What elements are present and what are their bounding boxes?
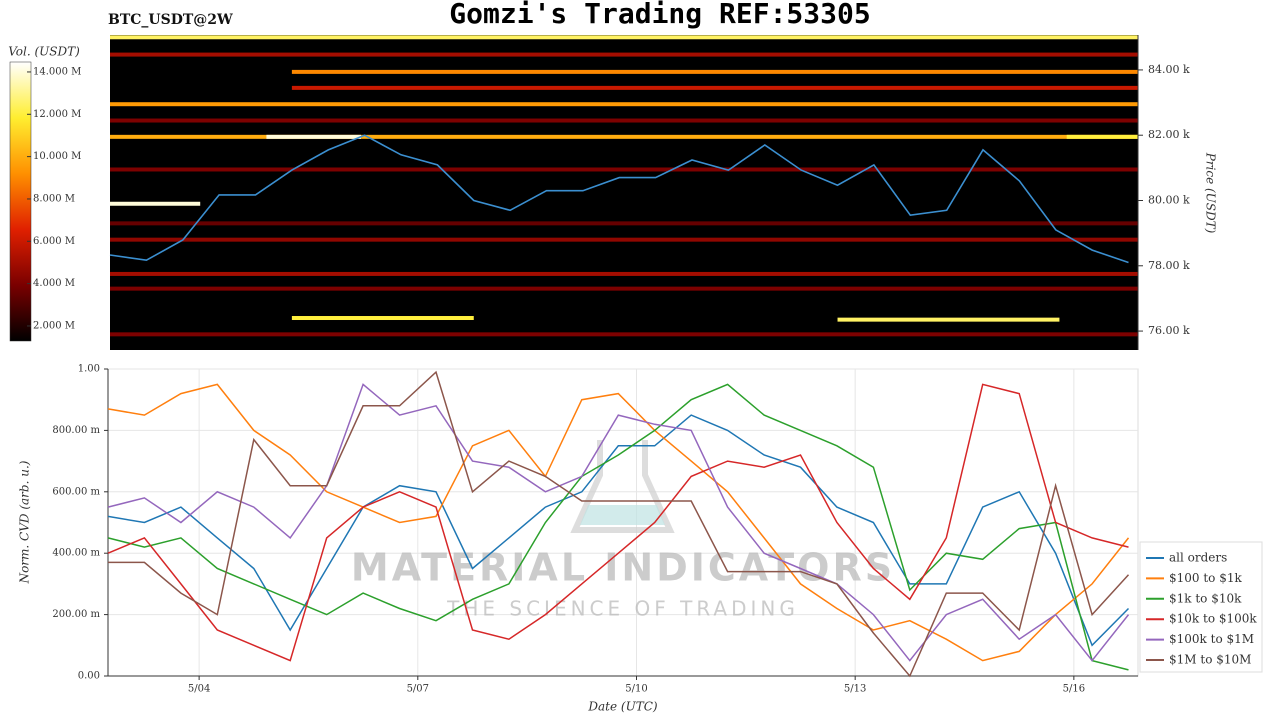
- data-line: [107, 383, 1129, 671]
- x-tick-label: 5/16: [1063, 684, 1085, 695]
- legend-label: $1M to $10M: [1169, 653, 1251, 667]
- legend-box: [1139, 541, 1263, 673]
- colorbar-tick-label: 8.000 M: [33, 193, 75, 204]
- y-tick-label: 400.00 m: [52, 548, 100, 559]
- x-tick-label: 5/04: [188, 684, 210, 695]
- legend-label: all orders: [1169, 551, 1227, 565]
- x-tick-label: 5/13: [844, 684, 866, 695]
- legend-label: $100k to $1M: [1169, 632, 1254, 646]
- order-level: [110, 167, 1138, 172]
- chart-title: Gomzi's Trading REF:53305: [449, 0, 870, 30]
- plot-background: [110, 35, 1138, 350]
- order-level: [110, 52, 1138, 57]
- y-tick-label: 82.00 k: [1148, 128, 1190, 141]
- colorbar: [9, 61, 32, 342]
- order-level: [110, 134, 1138, 139]
- y-tick-label: 76.00 k: [1148, 324, 1190, 337]
- y-tick-label: 800.00 m: [52, 425, 100, 436]
- colorbar-label: Vol. (USDT): [8, 45, 80, 59]
- order-level: [110, 237, 1138, 242]
- watermark: MATERIAL INDICATORS: [351, 546, 895, 590]
- order-level: [110, 221, 1138, 226]
- legend-label: $1k to $10k: [1169, 591, 1242, 605]
- data-line: [107, 414, 1130, 647]
- order-level: [1066, 134, 1138, 139]
- order-level: [110, 118, 1138, 123]
- y-axis-label: Norm. CVD (arb. u.): [18, 460, 32, 584]
- order-level: [291, 316, 474, 321]
- colorbar-tick-label: 14.000 M: [33, 66, 81, 77]
- order-level: [266, 134, 361, 139]
- chart-subtitle: BTC_USDT@2W: [108, 12, 233, 28]
- legend-label: $10k to $100k: [1169, 612, 1257, 626]
- order-level: [110, 286, 1138, 291]
- colorbar-tick-label: 2.000 M: [33, 320, 75, 331]
- x-tick-label: 5/10: [625, 684, 647, 695]
- order-level: [110, 102, 1138, 107]
- data-line: [107, 383, 1129, 662]
- x-tick-label: 5/07: [407, 684, 429, 695]
- data-line: [107, 383, 1130, 662]
- colorbar-tick-label: 10.000 M: [33, 151, 81, 162]
- order-level: [110, 201, 201, 206]
- colorbar-tick-label: 4.000 M: [33, 278, 75, 289]
- y-tick-label: 0.00: [78, 671, 100, 682]
- data-line: [108, 370, 1130, 678]
- order-level: [291, 85, 1138, 90]
- y-tick-label: 84.00 k: [1148, 63, 1190, 76]
- order-level: [110, 35, 1138, 40]
- colorbar-tick-label: 12.000 M: [33, 109, 81, 120]
- order-level: [837, 317, 1060, 322]
- watermark: THE SCIENCE OF TRADING: [446, 597, 799, 621]
- price-line: [109, 134, 1129, 264]
- y-tick-label: 200.00 m: [52, 609, 100, 620]
- watermark-icon: [580, 505, 665, 525]
- order-level: [291, 69, 1138, 74]
- y-tick-label: 78.00 k: [1148, 259, 1190, 272]
- order-level: [110, 332, 1138, 337]
- x-axis-label: Date (UTC): [587, 700, 657, 714]
- y-tick-label: 600.00 m: [52, 486, 100, 497]
- y-tick-label: 1.00: [78, 364, 100, 375]
- data-line: [107, 383, 1130, 662]
- y-tick-label: 80.00 k: [1148, 193, 1190, 206]
- colorbar-tick-label: 6.000 M: [33, 236, 75, 247]
- y-axis-label: Price (USDT): [1204, 152, 1218, 234]
- order-level: [110, 271, 1138, 276]
- legend-label: $100 to $1k: [1169, 571, 1242, 585]
